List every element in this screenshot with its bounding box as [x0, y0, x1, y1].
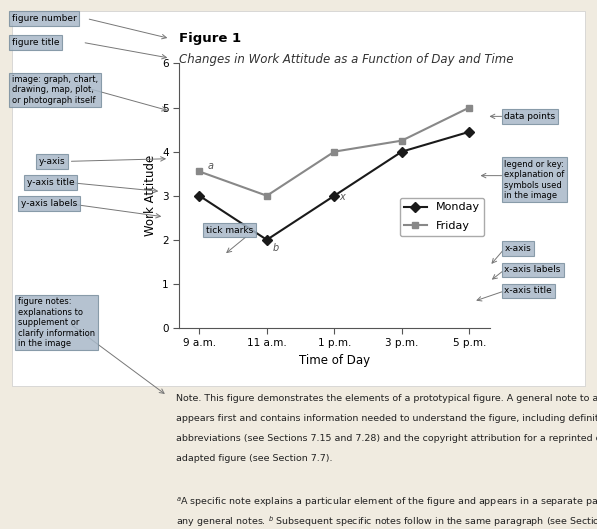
Text: b: b [272, 243, 278, 253]
Text: Figure 1: Figure 1 [179, 32, 241, 45]
Text: x-axis title: x-axis title [504, 286, 552, 296]
Text: a: a [207, 161, 214, 171]
Text: y-axis: y-axis [39, 157, 66, 166]
Text: appears first and contains information needed to understand the figure, includin: appears first and contains information n… [176, 414, 597, 423]
Legend: Monday, Friday: Monday, Friday [400, 198, 484, 236]
Text: $^a$A specific note explains a particular element of the figure and appears in a: $^a$A specific note explains a particula… [176, 495, 597, 508]
Text: figure notes:
explanations to
supplement or
clarify information
in the image: figure notes: explanations to supplement… [18, 297, 95, 348]
Text: y-axis title: y-axis title [27, 178, 75, 187]
Text: data points: data points [504, 112, 556, 121]
Text: x-axis: x-axis [504, 244, 531, 253]
Text: x: x [340, 192, 346, 202]
Text: adapted figure (see Section 7.7).: adapted figure (see Section 7.7). [176, 454, 333, 463]
Text: figure number: figure number [12, 14, 76, 23]
Text: y-axis labels: y-axis labels [21, 199, 77, 208]
Text: x-axis labels: x-axis labels [504, 265, 561, 275]
Text: Changes in Work Attitude as a Function of Day and Time: Changes in Work Attitude as a Function o… [179, 53, 513, 67]
Text: legend or key:
explanation of
symbols used
in the image: legend or key: explanation of symbols us… [504, 160, 565, 200]
X-axis label: Time of Day: Time of Day [298, 354, 370, 367]
Text: abbreviations (see Sections 7.15 and 7.28) and the copyright attribution for a r: abbreviations (see Sections 7.15 and 7.2… [176, 434, 597, 443]
Text: tick marks: tick marks [206, 225, 253, 235]
Text: figure title: figure title [12, 38, 60, 47]
Text: image: graph, chart,
drawing, map, plot,
or photograph itself: image: graph, chart, drawing, map, plot,… [12, 75, 98, 105]
Text: Note. This figure demonstrates the elements of a prototypical figure. A general : Note. This figure demonstrates the eleme… [176, 394, 597, 403]
Text: any general notes. $^b$ Subsequent specific notes follow in the same paragraph (: any general notes. $^b$ Subsequent speci… [176, 515, 597, 529]
Y-axis label: Work Attitude: Work Attitude [143, 155, 156, 236]
